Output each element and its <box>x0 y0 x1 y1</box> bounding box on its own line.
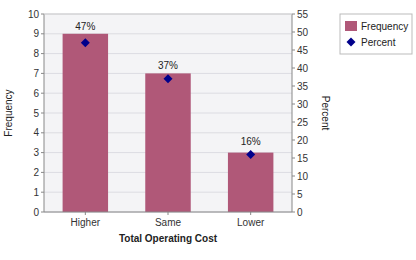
y2-tick-label: 25 <box>297 117 309 128</box>
y2-tick-label: 0 <box>297 207 303 218</box>
y2-tick <box>292 86 295 87</box>
y2-tick-label: 45 <box>297 45 309 56</box>
frame-top <box>44 14 292 15</box>
point <box>164 74 173 83</box>
y2-tick-label: 5 <box>297 189 303 200</box>
y-tick <box>41 212 44 213</box>
bar <box>145 73 190 212</box>
y-axis-title: Frequency <box>3 89 14 136</box>
y-tick <box>41 73 44 74</box>
y-tick-label: 6 <box>33 88 39 99</box>
y2-tick-label: 30 <box>297 99 309 110</box>
y-tick <box>41 113 44 114</box>
y-tick <box>41 14 44 15</box>
y2-tick <box>292 122 295 123</box>
legend: Frequency Percent <box>340 14 412 54</box>
point <box>246 150 255 159</box>
y-tick-label: 1 <box>33 187 39 198</box>
y2-tick-label: 10 <box>297 171 309 182</box>
legend-label: Percent <box>361 37 396 48</box>
bar <box>228 153 273 212</box>
y-tick-label: 10 <box>28 9 40 20</box>
y-tick <box>41 152 44 153</box>
x-axis-title: Total Operating Cost <box>119 233 218 244</box>
data-label: 16% <box>241 136 261 147</box>
y-tick-label: 8 <box>33 48 39 59</box>
y-tick-label: 7 <box>33 68 39 79</box>
x-tick-label: Higher <box>71 217 101 228</box>
legend-label: Frequency <box>361 21 408 32</box>
y2-tick <box>292 194 295 195</box>
y2-tick <box>292 68 295 69</box>
data-label: 37% <box>158 60 178 71</box>
y-tick-label: 2 <box>33 167 39 178</box>
y2-tick <box>292 212 295 213</box>
chart: 47%37%16%0123456789100510152025303540455… <box>0 0 416 260</box>
y2-tick <box>292 176 295 177</box>
y2-tick-label: 55 <box>297 9 309 20</box>
y-tick <box>41 93 44 94</box>
x-tick <box>85 212 86 215</box>
legend-box <box>340 14 412 54</box>
y-tick-label: 3 <box>33 147 39 158</box>
legend-swatch <box>345 21 357 31</box>
y2-tick <box>292 104 295 105</box>
data-label: 47% <box>75 21 95 32</box>
y2-tick-label: 35 <box>297 81 309 92</box>
y-tick-label: 4 <box>33 127 39 138</box>
x-tick-label: Lower <box>237 217 265 228</box>
point <box>81 38 90 47</box>
y2-tick <box>292 140 295 141</box>
y2-tick <box>292 32 295 33</box>
legend-swatch <box>347 38 356 47</box>
y-tick <box>41 172 44 173</box>
x-tick <box>250 212 251 215</box>
plot-area <box>44 14 292 212</box>
bar <box>63 34 108 212</box>
x-tick <box>168 212 169 215</box>
y-tick <box>41 33 44 34</box>
grid-line <box>44 14 292 15</box>
y-tick <box>41 192 44 193</box>
y-tick-label: 0 <box>33 207 39 218</box>
y-tick <box>41 132 44 133</box>
y2-tick <box>292 158 295 159</box>
y2-axis-title: Percent <box>320 96 331 131</box>
y-tick-label: 9 <box>33 28 39 39</box>
y2-tick-label: 50 <box>297 27 309 38</box>
y2-tick <box>292 50 295 51</box>
y2-tick <box>292 14 295 15</box>
y2-tick-label: 15 <box>297 153 309 164</box>
y2-axis-line <box>292 14 293 212</box>
y-tick-label: 5 <box>33 108 39 119</box>
x-tick-label: Same <box>155 217 182 228</box>
y2-tick-label: 40 <box>297 63 309 74</box>
y-tick <box>41 53 44 54</box>
y2-tick-label: 20 <box>297 135 309 146</box>
marks <box>63 34 274 212</box>
